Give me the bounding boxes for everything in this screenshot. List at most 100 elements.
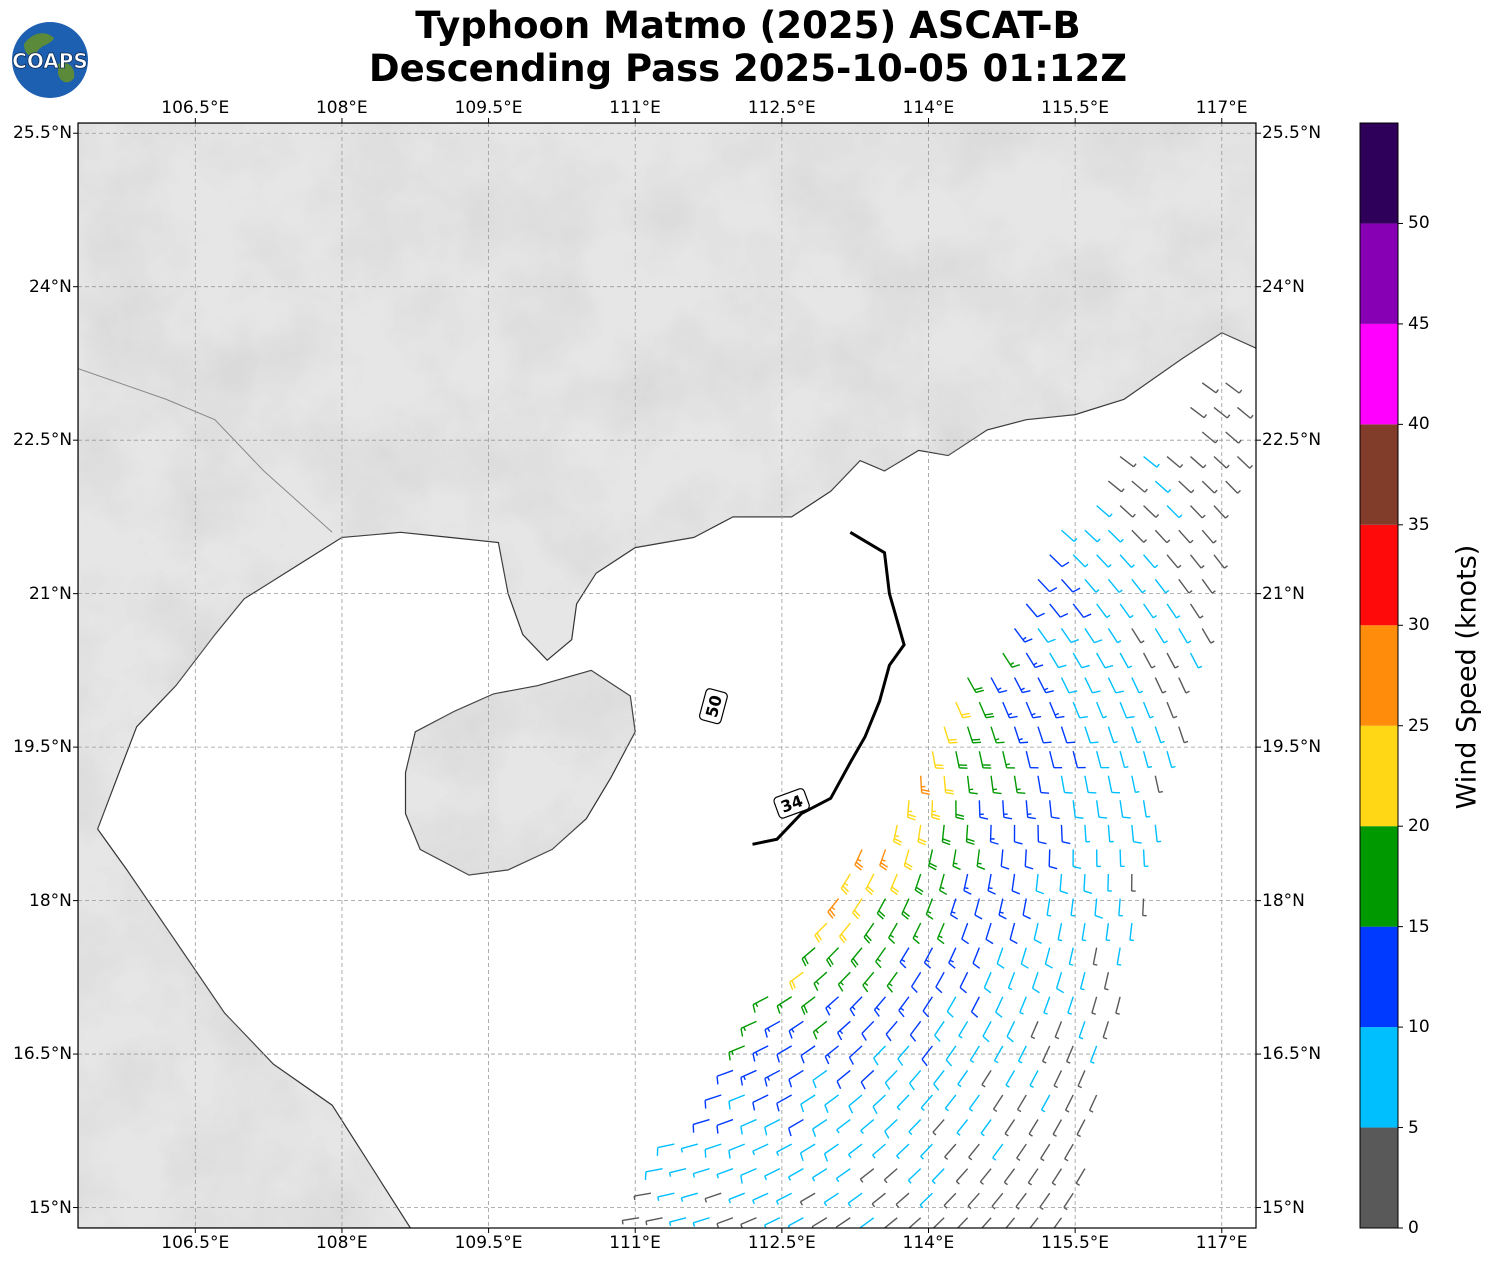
wind-barb — [920, 1094, 933, 1111]
colorbar-bin — [1360, 826, 1398, 927]
wind-barb — [1049, 800, 1060, 820]
x-tick-label-bottom: 109.5°E — [454, 1233, 523, 1253]
wind-barb — [872, 1143, 886, 1159]
wind-barb — [812, 1118, 828, 1137]
wind-barb — [966, 677, 985, 694]
wind-barb — [1225, 431, 1242, 444]
wind-barb — [1096, 701, 1108, 719]
wind-barb — [1143, 554, 1159, 569]
wind-barb — [862, 971, 875, 993]
wind-barb — [787, 1168, 804, 1181]
wind-barb — [899, 947, 910, 969]
wind-barb — [1027, 1168, 1039, 1186]
wind-barb — [680, 1192, 698, 1202]
wind-barb — [945, 1045, 957, 1067]
wind-barb — [1060, 775, 1073, 794]
wind-barb — [1190, 406, 1208, 419]
wind-barb — [1102, 1021, 1110, 1040]
wind-barb — [890, 873, 899, 896]
wind-barbs — [621, 382, 1254, 1228]
wind-barb — [907, 1168, 922, 1184]
colorbar-tick-label: 50 — [1408, 213, 1430, 234]
wind-barb — [1084, 677, 1101, 694]
wind-barb — [1037, 628, 1056, 643]
wind-barb — [1009, 922, 1018, 945]
wind-barb — [1002, 701, 1018, 719]
wind-barb — [788, 1118, 804, 1137]
wind-barb — [978, 751, 992, 769]
wind-barb — [879, 849, 889, 871]
wind-barb — [1201, 382, 1219, 394]
wind-barb — [1013, 628, 1033, 643]
wind-barb — [1131, 480, 1148, 493]
wind-barb — [861, 1020, 875, 1041]
y-tick-label-right: 15°N — [1262, 1197, 1305, 1218]
wind-barb — [1013, 824, 1023, 845]
wind-barb — [752, 1045, 769, 1062]
wind-barb — [932, 1119, 945, 1136]
wind-barb — [1052, 1119, 1063, 1137]
wind-barb — [863, 922, 875, 944]
x-tick-label-bottom: 106.5°E — [161, 1233, 230, 1253]
x-tick-label-bottom: 114°E — [902, 1233, 955, 1253]
wind-barb — [704, 1094, 722, 1109]
colorbar-bin — [1360, 323, 1398, 425]
wind-barb — [1131, 677, 1144, 694]
wind-barb — [883, 1168, 898, 1184]
wind-barb — [1131, 726, 1142, 744]
wind-barb — [1178, 529, 1194, 544]
wind-barb — [1049, 652, 1067, 669]
wind-barb — [896, 1094, 910, 1111]
wind-barb — [1049, 554, 1070, 568]
wind-barb — [901, 898, 910, 920]
wind-barb — [1048, 849, 1058, 870]
wind-barb — [885, 1020, 898, 1042]
wind-barb — [752, 996, 769, 1013]
wind-barb — [990, 677, 1008, 694]
colorbar-bin — [1360, 1127, 1398, 1228]
wind-barb — [1105, 923, 1111, 942]
wind-barb — [1029, 1070, 1039, 1088]
title-line1: Typhoon Matmo (2025) ASCAT-B — [415, 4, 1081, 47]
wind-barb — [668, 1167, 687, 1177]
wind-barb — [1178, 578, 1193, 594]
y-tick-label-left: 16.5°N — [13, 1044, 73, 1065]
wind-barb — [919, 1192, 933, 1209]
wind-barb — [1043, 996, 1051, 1015]
wind-barb — [1075, 1168, 1086, 1186]
wind-barb — [1088, 1094, 1098, 1113]
colorbar-bin — [1360, 524, 1398, 626]
logo-text: COAPS — [12, 49, 88, 73]
wind-barb — [981, 1217, 992, 1228]
wind-barb — [933, 1070, 945, 1091]
x-tick-label-top: 115.5°E — [1041, 98, 1110, 118]
wind-barb — [931, 1168, 945, 1185]
colorbar-bin — [1360, 223, 1398, 324]
x-tick-label-bottom: 112.5°E — [747, 1233, 816, 1253]
wind-barb — [1072, 800, 1084, 819]
wind-barb — [1084, 726, 1099, 744]
colorbar-tick-label: 45 — [1408, 313, 1430, 334]
wind-barb — [1025, 701, 1042, 719]
wind-barb — [987, 873, 996, 895]
wind-barb — [657, 1192, 675, 1202]
wind-barb — [813, 971, 828, 992]
colorbar-bin — [1360, 123, 1398, 224]
wind-barb — [1051, 1168, 1063, 1186]
wind-barb — [740, 1118, 757, 1135]
wind-barb — [1063, 1192, 1074, 1211]
y-tick-label-right: 24°N — [1262, 276, 1305, 297]
wind-barb — [1072, 701, 1088, 719]
wind-barb — [1003, 1168, 1016, 1186]
wind-barb — [909, 1020, 922, 1042]
wind-barb — [752, 1094, 769, 1111]
wind-barb — [1084, 775, 1097, 794]
wind-barb — [827, 898, 840, 919]
chart-title: Typhoon Matmo (2025) ASCAT-B Descending … — [0, 4, 1496, 90]
wind-barb — [1115, 996, 1121, 1015]
wind-barb — [898, 996, 910, 1018]
x-tick-label-bottom: 108°E — [315, 1233, 368, 1253]
x-tick-label-top: 117°E — [1195, 98, 1248, 118]
wind-barb — [991, 1192, 1004, 1210]
